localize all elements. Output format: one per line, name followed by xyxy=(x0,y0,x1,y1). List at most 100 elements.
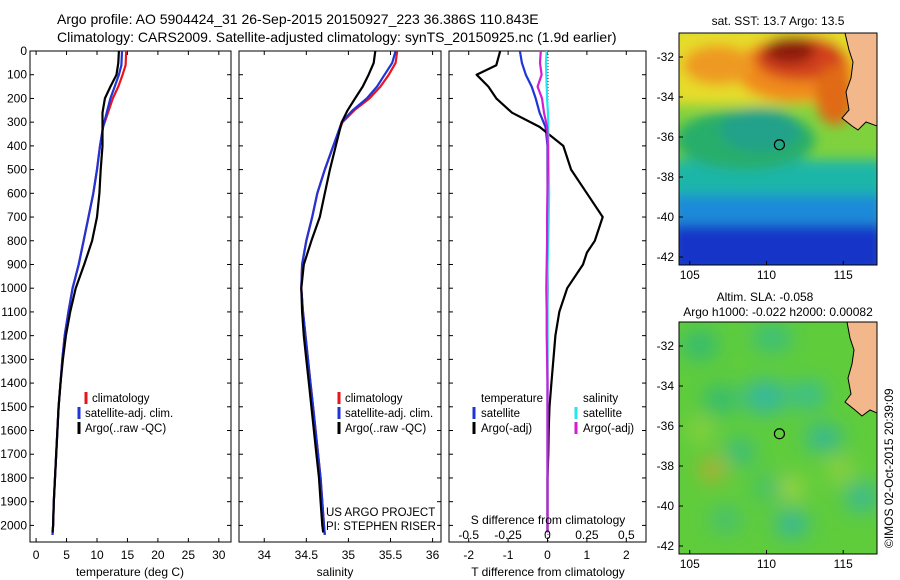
series-line xyxy=(536,50,549,533)
legend-label-sal-argo: Argo(-adj) xyxy=(583,423,634,435)
lat-tick-label: -34 xyxy=(657,90,675,104)
s-diff-tick-label: -0.25 xyxy=(494,528,522,542)
y-tick-label: 700 xyxy=(7,210,27,224)
difference-y-axis xyxy=(449,50,646,526)
y-tick-label: 1300 xyxy=(0,352,27,366)
float-position-marker xyxy=(773,139,786,151)
lat-tick-label: -38 xyxy=(657,170,675,184)
s-diff-tick-label: 0.5 xyxy=(618,528,635,542)
y-tick-label: 1600 xyxy=(0,424,27,438)
lat-tick-label: -36 xyxy=(657,130,675,144)
y-tick-label: 1000 xyxy=(0,281,27,295)
y-tick-label: 300 xyxy=(7,115,27,129)
s-diff-tick-label: 0.25 xyxy=(575,528,599,542)
sla-map-frame xyxy=(678,321,878,555)
y-tick-label: 600 xyxy=(7,186,27,200)
temperature-panel: 0100200300400500600700800900100011001200… xyxy=(0,44,232,579)
y-tick-label: 2000 xyxy=(0,518,27,532)
series-line xyxy=(51,50,120,533)
y-tick-label: 500 xyxy=(7,163,27,177)
sla-map-title: Altim. SLA: -0.058 xyxy=(717,290,814,304)
legend-heading-temperature: temperature xyxy=(481,393,543,405)
difference-x-axis: -2 -1 0 1 2 xyxy=(463,51,630,562)
credit-project: US ARGO PROJECT xyxy=(326,507,435,519)
sla-map-panel: Altim. SLA: -0.058 Argo h1000: -0.022 h2… xyxy=(657,290,878,571)
legend-label-satellite: satellite-adj. clim. xyxy=(85,408,173,420)
s-diff-tick-label: -0.5 xyxy=(458,528,479,542)
lon-tick-label: 115 xyxy=(834,557,853,571)
legend-label-temp-satellite: satellite xyxy=(481,408,520,420)
sla-map-axes: 105 110 115 -32 -34 -36 -38 -40 -42 xyxy=(657,339,853,571)
legend-label-argo: Argo(..raw -QC) xyxy=(345,423,426,435)
lat-tick-label: -32 xyxy=(657,339,675,353)
y-tick-label: 1100 xyxy=(1,305,27,319)
y-tick-label: 800 xyxy=(7,234,27,248)
legend-label-temp-argo: Argo(-adj) xyxy=(481,423,532,435)
lon-tick-label: 110 xyxy=(757,268,776,282)
lat-tick-label: -38 xyxy=(657,459,675,473)
title-line-2: Climatology: CARS2009. Satellite-adjuste… xyxy=(57,29,617,45)
sst-map-axes: 105 110 115 -32 -34 -36 -38 -40 -42 xyxy=(657,50,853,282)
x-tick-label: -1 xyxy=(503,548,514,562)
salinity-x-axis: 34 34.5 35 35.5 36 xyxy=(258,51,440,562)
series-line xyxy=(475,50,604,533)
lat-tick-label: -40 xyxy=(657,210,675,224)
lon-tick-label: 105 xyxy=(680,268,700,282)
x-tick-label: 0 xyxy=(33,548,40,562)
x-tick-label: 30 xyxy=(212,548,226,562)
sla-map-subtitle: Argo h1000: -0.022 h2000: 0.00082 xyxy=(683,305,873,319)
salinity-legend: climatology satellite-adj. clim. Argo(..… xyxy=(337,392,433,435)
sla-map-image xyxy=(679,322,877,554)
imos-watermark: ©IMOS 02-Oct-2015 20:39:09 xyxy=(882,388,896,548)
x-tick-label: 34 xyxy=(258,548,272,562)
legend-label-climatology: climatology xyxy=(345,393,403,405)
salinity-x-label: salinity xyxy=(317,565,354,579)
legend-heading-salinity: salinity xyxy=(583,393,618,405)
lat-tick-label: -40 xyxy=(657,499,675,513)
y-tick-label: 1200 xyxy=(0,329,27,343)
x-tick-label: 5 xyxy=(63,548,70,562)
series-line xyxy=(300,50,397,535)
x-tick-label: 1 xyxy=(584,548,591,562)
sla-float-marker xyxy=(773,428,786,440)
difference-legend: temperature satellite Argo(-adj) salinit… xyxy=(472,393,634,435)
sst-map-title: sat. SST: 13.7 Argo: 13.5 xyxy=(712,14,845,28)
x-tick-label: 15 xyxy=(121,548,135,562)
sst-map-frame xyxy=(678,32,878,266)
y-tick-label: 200 xyxy=(7,91,27,105)
x-tick-label: 35 xyxy=(342,548,356,562)
x-tick-label: 25 xyxy=(182,548,196,562)
x-tick-label: 35.5 xyxy=(379,548,403,562)
difference-series xyxy=(475,50,604,533)
salinity-difference-axis: -0.5 -0.25 0 0.25 0.5 xyxy=(458,528,635,542)
legend-label-argo: Argo(..raw -QC) xyxy=(85,423,166,435)
legend-label-satellite: satellite-adj. clim. xyxy=(345,408,433,420)
sst-map-image xyxy=(679,33,877,265)
y-tick-label: 1800 xyxy=(0,471,27,485)
legend-label-sal-satellite: satellite xyxy=(583,408,622,420)
y-tick-label: 400 xyxy=(7,139,27,153)
lat-tick-label: -34 xyxy=(657,379,675,393)
x-tick-label: 36 xyxy=(426,548,440,562)
depth-axis: 0 100 200 300 400 500 600 700 800 900 1000 1100 1200… xyxy=(0,44,231,532)
series-line xyxy=(300,50,377,533)
temperature-series xyxy=(51,50,128,535)
temperature-plot-frame xyxy=(29,50,232,543)
lat-tick-label: -42 xyxy=(657,250,675,264)
t-difference-label: T difference from climatology xyxy=(471,565,625,579)
s-diff-tick-label: 0 xyxy=(544,528,551,542)
s-difference-label: S difference from climatology xyxy=(471,513,626,527)
x-tick-label: 10 xyxy=(90,548,104,562)
lat-tick-label: -32 xyxy=(657,50,675,64)
difference-panel: -2 -1 0 1 2 -0.5 -0.25 0 0.25 0.5 S difference f… xyxy=(448,50,647,579)
lon-tick-label: 115 xyxy=(834,268,853,282)
sst-map-panel: sat. SST: 13.7 Argo: 13.5 105 110 115 -32 -3… xyxy=(657,14,878,282)
legend-label-climatology: climatology xyxy=(92,393,150,405)
y-tick-label: 1900 xyxy=(0,495,27,509)
salinity-panel: 34 34.5 35 35.5 36 salinity climatology sate… xyxy=(238,50,442,579)
lat-tick-label: -36 xyxy=(657,419,675,433)
sst-float-marker xyxy=(773,139,786,151)
y-tick-label: 1700 xyxy=(0,447,27,461)
float-position-marker xyxy=(773,428,786,440)
lon-tick-label: 110 xyxy=(757,557,776,571)
